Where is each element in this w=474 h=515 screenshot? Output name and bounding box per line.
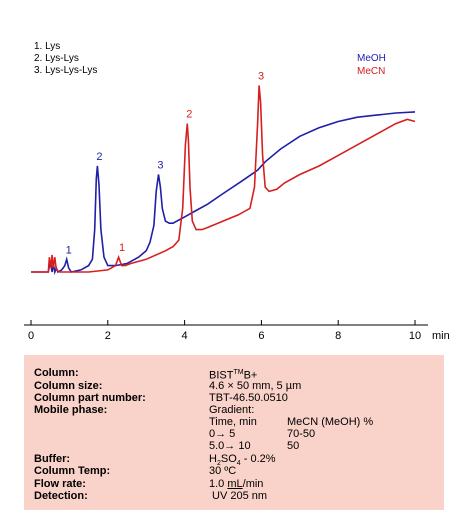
- peak-legend-item: 2. Lys-Lys: [34, 53, 79, 64]
- detection-value: UV 205 nm: [212, 490, 268, 502]
- x-tick-label: 6: [258, 330, 264, 342]
- x-tick-label: 2: [105, 330, 111, 342]
- peak-label: 2: [186, 109, 192, 121]
- column-value: BISTTMB+: [209, 369, 258, 382]
- series-legend: MeOH MeCN: [357, 53, 386, 77]
- column-size-value: 4.6 × 50 mm, 5 µm: [209, 380, 302, 392]
- peak-labels: 1 2 3 1 2 3: [66, 70, 265, 256]
- part-number-label: Column part number:: [34, 392, 146, 404]
- peak-label: 1: [119, 242, 125, 254]
- column-size-label: Column size:: [34, 380, 103, 392]
- buffer-value: H2SO4 - 0.2%: [209, 453, 276, 468]
- peak-legend-item: 1. Lys: [34, 41, 60, 52]
- x-tick-label: 8: [335, 330, 341, 342]
- chromatogram-chart: 1. Lys 2. Lys-Lys 3. Lys-Lys-Lys MeOH Me…: [24, 41, 450, 342]
- peak-legend-item: 3. Lys-Lys-Lys: [34, 65, 97, 76]
- peak-label: 1: [66, 244, 72, 256]
- x-axis: 0 2 4 6 8 10 min: [24, 320, 450, 342]
- peak-label: 2: [96, 151, 102, 163]
- x-ticks: 0 2 4 6 8 10: [28, 320, 421, 342]
- gradient-time: 0→ 5: [209, 428, 236, 440]
- x-tick-label: 0: [28, 330, 34, 342]
- gradient-time-header: Time, min: [209, 416, 257, 428]
- mobile-phase-label: Mobile phase:: [34, 404, 108, 416]
- legend-meoh: MeOH: [357, 53, 386, 64]
- gradient-pct: 70-50: [287, 428, 316, 440]
- peak-label: 3: [157, 159, 163, 171]
- peak-legend: 1. Lys 2. Lys-Lys 3. Lys-Lys-Lys: [34, 41, 97, 76]
- gradient-time: 5.0→ 10: [209, 440, 251, 452]
- column-temp-value: 30 ºC: [209, 465, 237, 477]
- legend-mecn: MeCN: [357, 66, 385, 77]
- x-tick-label: 10: [409, 330, 421, 342]
- part-number-value: TBT-46.50.0510: [209, 392, 288, 404]
- flow-rate-value: 1.0 mL/min: [209, 478, 264, 490]
- conditions-panel: Column: BISTTMB+ Column size: 4.6 × 50 m…: [24, 355, 444, 510]
- column-label: Column:: [34, 367, 79, 379]
- gradient-pct: 50: [287, 440, 300, 452]
- gradient-pct-header: MeCN (MeOH) %: [287, 416, 374, 428]
- series-line-mecn: [31, 85, 416, 273]
- series-line-meoh: [31, 111, 416, 276]
- x-tick-label: 4: [182, 330, 188, 342]
- column-temp-label: Column Temp:: [34, 465, 111, 477]
- buffer-label: Buffer:: [34, 453, 71, 465]
- detection-label: Detection:: [34, 490, 88, 502]
- mobile-phase-value: Gradient:: [209, 404, 255, 416]
- peak-label: 3: [258, 70, 264, 82]
- flow-rate-label: Flow rate:: [34, 478, 86, 490]
- x-axis-unit: min: [432, 330, 450, 342]
